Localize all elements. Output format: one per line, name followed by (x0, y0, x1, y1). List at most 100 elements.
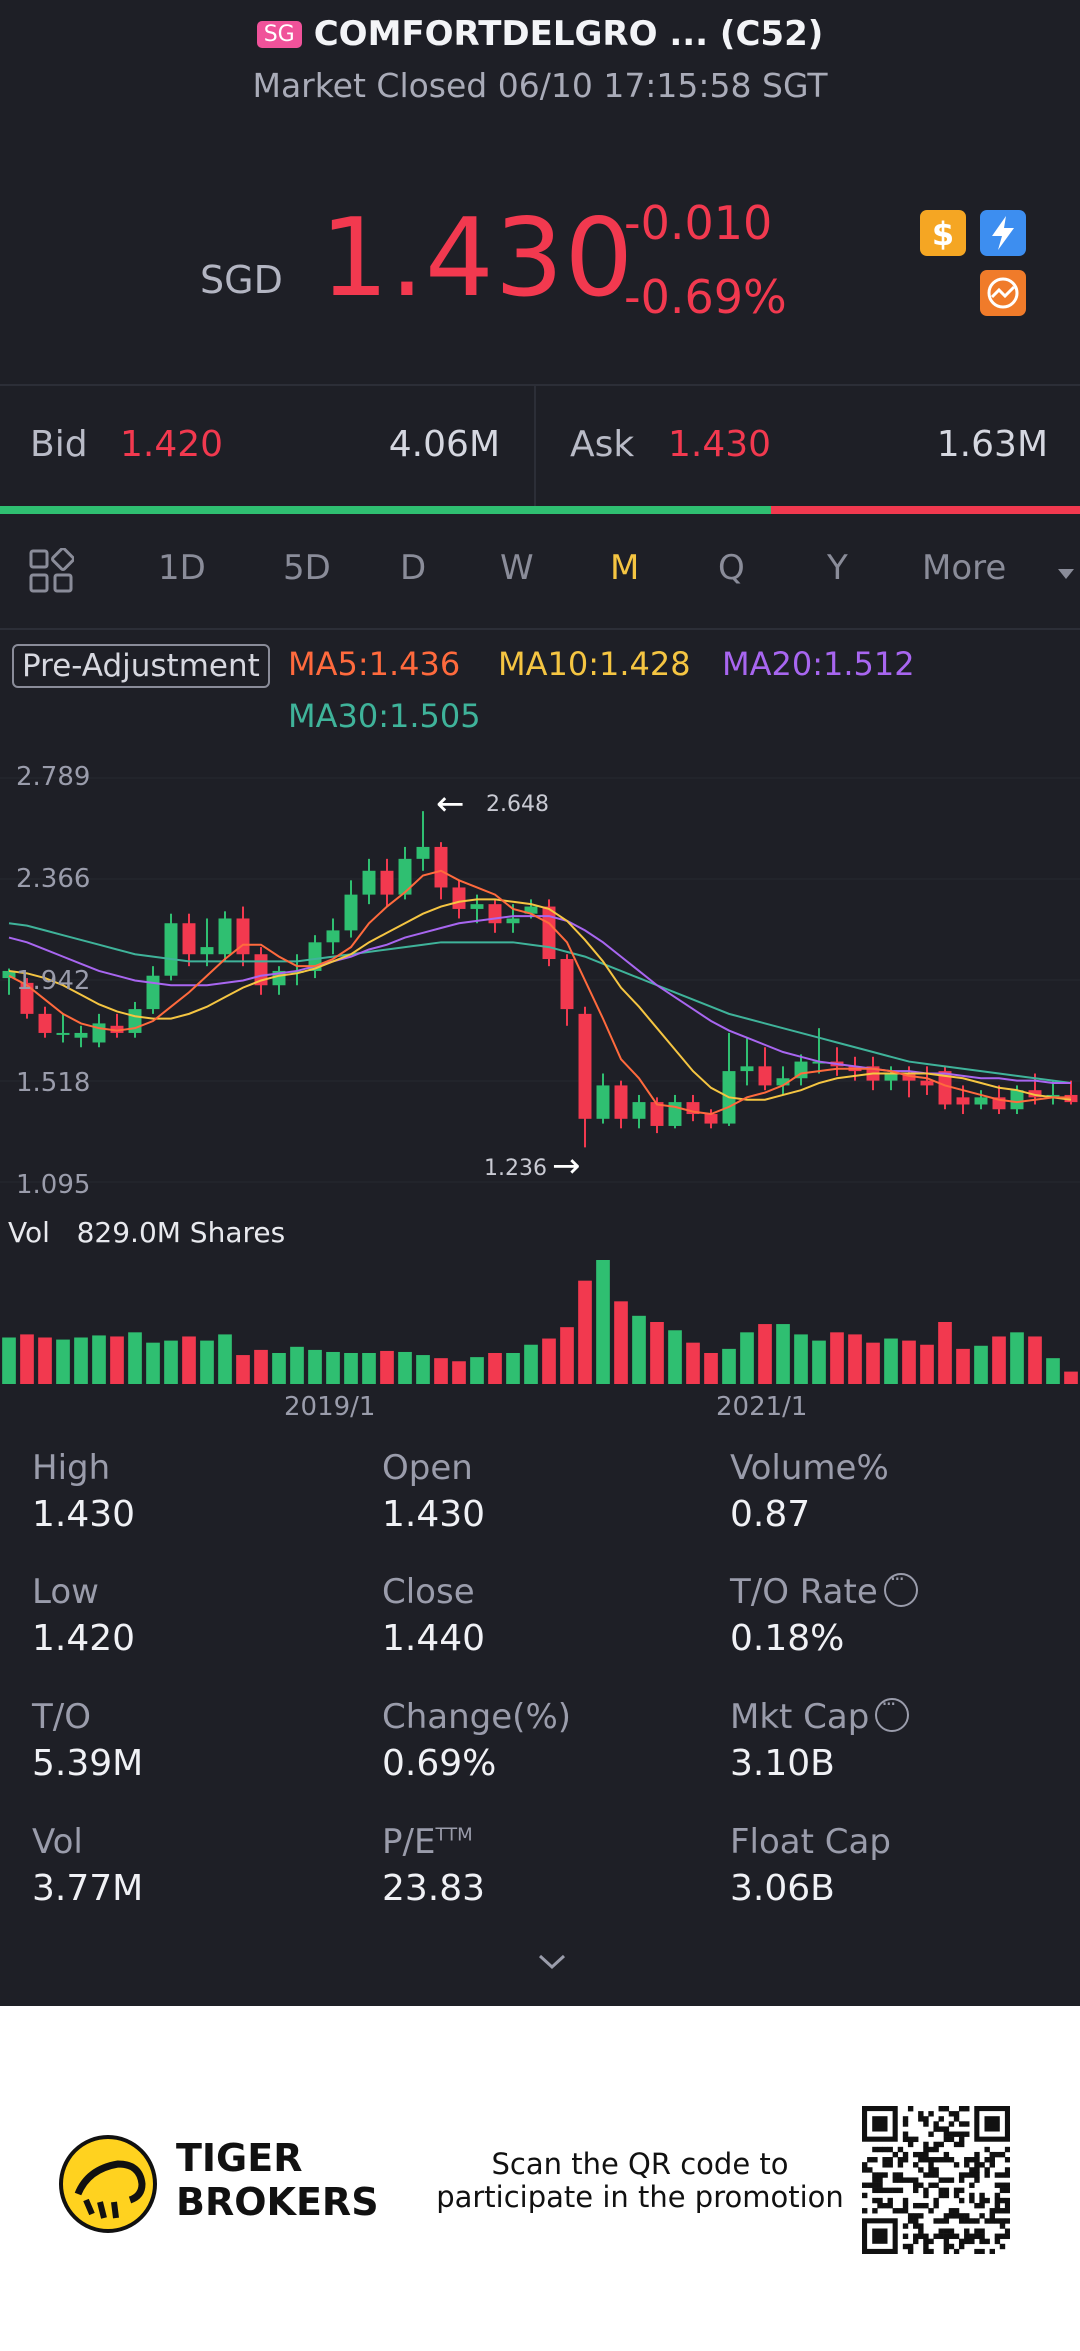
candle (218, 911, 232, 962)
qr-module (989, 2162, 995, 2168)
qr-module (892, 2208, 899, 2214)
qr-module (979, 2202, 985, 2209)
qr-module (969, 2218, 975, 2224)
more-info-icon[interactable] (883, 1567, 918, 1607)
qr-module (913, 2136, 919, 2143)
volume-bar (632, 1315, 646, 1384)
qr-module (958, 2243, 965, 2250)
qr-module (953, 2208, 960, 2214)
expand-chevron-icon[interactable] (536, 1952, 568, 1976)
qr-code[interactable] (862, 2106, 1010, 2254)
caret-down-icon[interactable] (1058, 566, 1074, 585)
qr-module (964, 2228, 970, 2234)
qr-module (964, 2121, 970, 2127)
volume-bar (182, 1336, 196, 1384)
volume-chart[interactable] (0, 1256, 1080, 1386)
qr-module (918, 2182, 924, 2188)
stat-volume-percent: Volume% 0.87 (730, 1448, 889, 1535)
flash-icon[interactable] (980, 210, 1026, 256)
qr-module (1004, 2233, 1010, 2239)
qr-module (969, 2238, 975, 2245)
qr-module (933, 2126, 939, 2132)
volume-bar (326, 1351, 340, 1384)
tab-more[interactable]: More (922, 548, 1007, 588)
qr-module (1004, 2228, 1010, 2234)
qr-module (862, 2162, 868, 2168)
tab-w[interactable]: W (500, 548, 534, 588)
qr-module (923, 2248, 929, 2254)
qr-module (938, 2192, 944, 2199)
qr-module (923, 2238, 929, 2245)
chart-icon[interactable] (980, 270, 1026, 316)
candle (1064, 1080, 1078, 1105)
qr-module (953, 2116, 960, 2122)
price-chart[interactable] (0, 750, 1080, 1200)
qr-module (902, 2177, 909, 2183)
qr-module (928, 2157, 934, 2163)
qr-module (1004, 2167, 1010, 2173)
qr-module (923, 2146, 929, 2153)
qr-module (918, 2213, 924, 2219)
qr-module (943, 2233, 950, 2239)
qr-module (918, 2167, 924, 2173)
qr-module (938, 2187, 944, 2194)
volume-bar (974, 1345, 988, 1384)
qr-module (989, 2151, 995, 2158)
tab-5d[interactable]: 5D (283, 548, 331, 588)
qr-module (943, 2131, 950, 2137)
qr-module (933, 2218, 939, 2224)
qr-module (943, 2238, 950, 2245)
more-info-icon[interactable] (875, 1692, 910, 1732)
qr-module (999, 2197, 1006, 2204)
volume-legend: Vol 829.0M Shares (8, 1216, 285, 1249)
qr-module (902, 2197, 909, 2204)
stock-title: SG COMFORTDELGRO ... (C52) (0, 14, 1080, 54)
candle (452, 880, 466, 919)
volume-bar (470, 1357, 484, 1384)
qr-module (964, 2131, 970, 2137)
qr-module (948, 2157, 955, 2163)
qr-module (862, 2208, 868, 2214)
qr-module (892, 2187, 899, 2194)
volume-bar (1028, 1336, 1042, 1384)
tab-m[interactable]: M (610, 548, 640, 588)
qr-module (872, 2177, 878, 2183)
qr-module (918, 2233, 924, 2239)
candle (668, 1094, 682, 1129)
qr-module (938, 2157, 944, 2163)
tab-q[interactable]: Q (718, 548, 745, 588)
qr-module (933, 2197, 939, 2204)
volume-label: Vol (8, 1216, 50, 1249)
tab-1d[interactable]: 1D (158, 548, 206, 588)
qr-module (969, 2233, 975, 2239)
candle (740, 1037, 754, 1086)
volume-bar (920, 1344, 934, 1384)
tab-d[interactable]: D (400, 548, 427, 588)
qr-module (999, 2182, 1006, 2188)
qr-module (877, 2182, 883, 2188)
tab-y[interactable]: Y (827, 548, 848, 588)
chart-layout-icon[interactable] (28, 547, 75, 598)
pre-adjustment-toggle[interactable]: Pre-Adjustment (12, 644, 270, 688)
x-axis-label: 2021/1 (716, 1392, 808, 1422)
qr-module (897, 2162, 904, 2168)
qr-module (887, 2146, 893, 2153)
qr-module (953, 2233, 960, 2239)
qr-module (989, 2157, 995, 2163)
dollar-icon[interactable]: $ (920, 210, 966, 256)
qr-module (958, 2187, 965, 2194)
stat-turnover-rate[interactable]: T/O Rate0.18% (730, 1567, 918, 1659)
ask-depth-bar (771, 506, 1080, 514)
qr-module (923, 2243, 929, 2250)
qr-module (933, 2146, 939, 2153)
qr-module (923, 2233, 929, 2239)
qr-module (984, 2146, 990, 2153)
volume-bar (578, 1280, 592, 1384)
qr-module (907, 2243, 914, 2250)
candle (830, 1047, 844, 1076)
qr-module (948, 2243, 955, 2250)
volume-bar (794, 1334, 808, 1384)
qr-module (964, 2238, 970, 2245)
price-change-percent: -0.69% (624, 270, 787, 324)
